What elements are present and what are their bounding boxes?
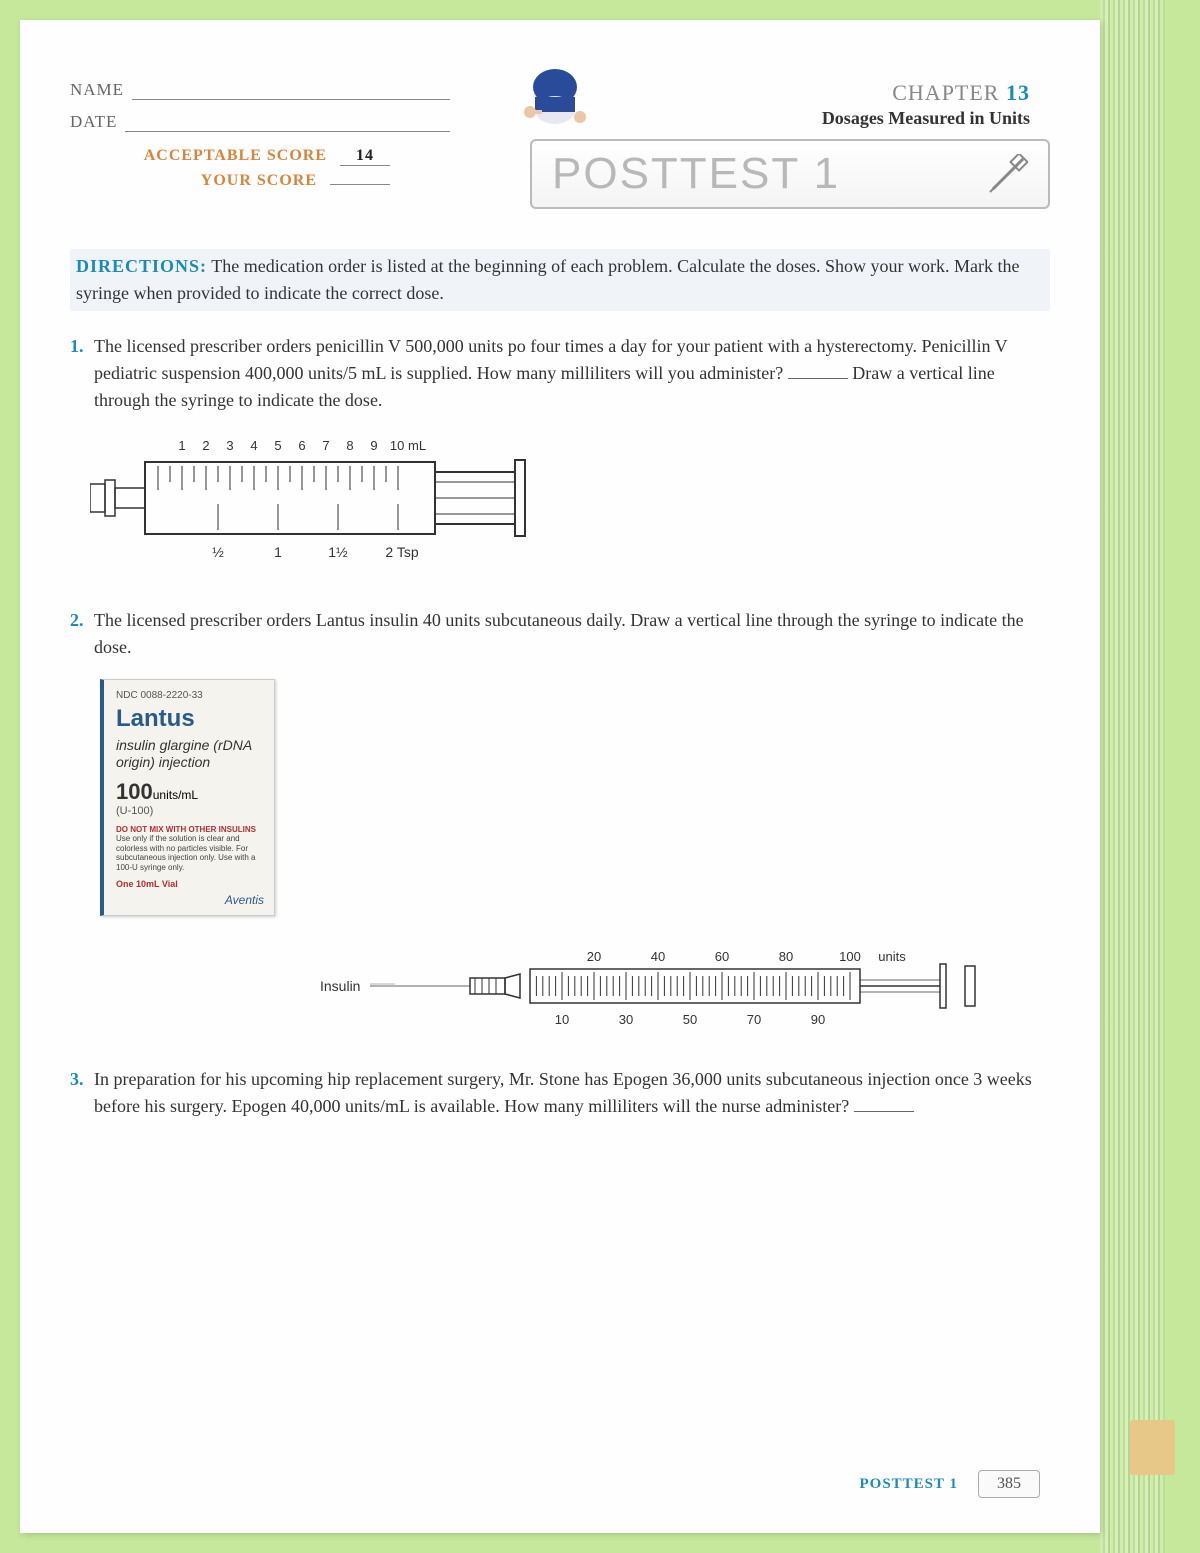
your-score-input-line[interactable] bbox=[330, 184, 390, 185]
syringe1-tick-9: 9 bbox=[370, 438, 377, 453]
acceptable-score-value: 14 bbox=[340, 147, 390, 166]
problem-1-answer-blank[interactable] bbox=[788, 378, 848, 379]
lantus-warning: DO NOT MIX WITH OTHER INSULINS Use only … bbox=[116, 825, 264, 873]
lantus-label-box: NDC 0088-2220-33 Lantus insulin glargine… bbox=[100, 679, 275, 916]
lantus-ndc: NDC 0088-2220-33 bbox=[116, 690, 264, 701]
date-input-line[interactable] bbox=[125, 114, 450, 132]
problem-3-number: 3. bbox=[70, 1066, 84, 1093]
lantus-warn-body: Use only if the solution is clear and co… bbox=[116, 834, 256, 872]
page-footer: POSTTEST 1 385 bbox=[859, 1470, 1040, 1498]
problem-3: 3. In preparation for his upcoming hip r… bbox=[70, 1066, 1050, 1120]
header-right: CHAPTER 13 Dosages Measured in Units POS… bbox=[530, 80, 1050, 209]
acceptable-score-row: ACCEPTABLE SCORE 14 bbox=[70, 147, 390, 166]
directions-block: DIRECTIONS: The medication order is list… bbox=[70, 249, 1050, 311]
syringe1-tsp-1half: 1½ bbox=[328, 544, 348, 560]
problem-1-number: 1. bbox=[70, 333, 84, 360]
name-input-line[interactable] bbox=[132, 82, 450, 100]
syringe1-tick-6: 6 bbox=[298, 438, 305, 453]
ins-bot-30: 30 bbox=[619, 1012, 633, 1027]
syringe1-tick-8: 8 bbox=[346, 438, 353, 453]
insulin-syringe-diagram[interactable]: 20 40 60 80 100 units 10 30 50 70 90 bbox=[370, 936, 990, 1036]
chapter-number: 13 bbox=[1006, 80, 1030, 105]
problem-3-answer-blank[interactable] bbox=[854, 1111, 914, 1112]
page-number: 385 bbox=[978, 1470, 1040, 1498]
lantus-u100: (U-100) bbox=[116, 805, 264, 817]
syringe-icon bbox=[988, 154, 1028, 194]
chapter-word: CHAPTER bbox=[892, 80, 999, 105]
header: NAME DATE ACCEPTABLE SCORE 14 YOUR SCORE bbox=[70, 80, 1050, 209]
ins-top-units: units bbox=[879, 949, 907, 964]
ins-top-100: 100 bbox=[840, 949, 862, 964]
lantus-brand: Lantus bbox=[116, 705, 264, 733]
chapter-line: CHAPTER 13 bbox=[530, 80, 1050, 106]
name-label: NAME bbox=[70, 80, 124, 100]
ins-top-20: 20 bbox=[587, 949, 601, 964]
syringe1-tick-10: 10 mL bbox=[390, 438, 426, 453]
directions-text: The medication order is listed at the be… bbox=[76, 256, 1020, 303]
problem-2: 2. The licensed prescriber orders Lantus… bbox=[70, 607, 1050, 661]
footer-label: POSTTEST 1 bbox=[859, 1476, 958, 1493]
lantus-strength-num: 100 bbox=[116, 779, 153, 804]
ins-bot-90: 90 bbox=[811, 1012, 825, 1027]
ins-bot-70: 70 bbox=[747, 1012, 761, 1027]
syringe1-tick-4: 4 bbox=[250, 438, 257, 453]
insulin-label: Insulin bbox=[320, 978, 360, 994]
syringe-1: 1 2 3 4 5 6 7 8 9 10 mL bbox=[90, 432, 1050, 577]
lantus-one-vial: One 10mL Vial bbox=[116, 879, 264, 889]
lantus-warn-title: DO NOT MIX WITH OTHER INSULINS bbox=[116, 825, 256, 834]
insulin-syringe-row: Insulin 20 40 60 80 100 units bbox=[320, 936, 1050, 1036]
spiral-binding bbox=[1100, 0, 1165, 1553]
problem-2-text: The licensed prescriber orders Lantus in… bbox=[94, 610, 1024, 657]
syringe1-tick-2: 2 bbox=[202, 438, 209, 453]
problem-3-text: In preparation for his upcoming hip repl… bbox=[94, 1069, 1032, 1116]
your-score-row: YOUR SCORE bbox=[70, 172, 390, 190]
score-block: ACCEPTABLE SCORE 14 YOUR SCORE bbox=[70, 147, 450, 190]
posttest-title: POSTTEST 1 bbox=[552, 149, 840, 199]
syringe1-tick-1: 1 bbox=[178, 438, 185, 453]
problem-1: 1. The licensed prescriber orders penici… bbox=[70, 333, 1050, 414]
lantus-strength-unit: units/mL bbox=[153, 788, 198, 802]
acceptable-score-label: ACCEPTABLE SCORE bbox=[144, 147, 327, 164]
oral-syringe-diagram[interactable]: 1 2 3 4 5 6 7 8 9 10 mL bbox=[90, 432, 570, 572]
syringe1-tsp-2: 2 Tsp bbox=[385, 544, 418, 560]
syringe1-tick-7: 7 bbox=[322, 438, 329, 453]
syringe1-tick-3: 3 bbox=[226, 438, 233, 453]
directions-label: DIRECTIONS: bbox=[76, 256, 207, 276]
syringe1-tick-5: 5 bbox=[274, 438, 281, 453]
chapter-subtitle: Dosages Measured in Units bbox=[530, 108, 1050, 129]
your-score-label: YOUR SCORE bbox=[201, 172, 317, 189]
page-sheet: NAME DATE ACCEPTABLE SCORE 14 YOUR SCORE bbox=[20, 20, 1100, 1533]
ins-top-60: 60 bbox=[715, 949, 729, 964]
posttest-box: POSTTEST 1 bbox=[530, 139, 1050, 209]
header-left: NAME DATE ACCEPTABLE SCORE 14 YOUR SCORE bbox=[70, 80, 450, 196]
ins-top-80: 80 bbox=[779, 949, 793, 964]
syringe1-tsp-half: ½ bbox=[212, 544, 224, 560]
ins-bot-50: 50 bbox=[683, 1012, 697, 1027]
lantus-strength-row: 100units/mL bbox=[116, 779, 264, 805]
name-field: NAME bbox=[70, 80, 450, 100]
date-label: DATE bbox=[70, 112, 117, 132]
lantus-manufacturer: Aventis bbox=[116, 893, 264, 907]
ins-bot-10: 10 bbox=[555, 1012, 569, 1027]
pill-character-icon bbox=[510, 62, 600, 132]
problem-2-number: 2. bbox=[70, 607, 84, 634]
page-tab bbox=[1130, 1420, 1175, 1475]
date-field: DATE bbox=[70, 112, 450, 132]
ins-top-40: 40 bbox=[651, 949, 665, 964]
lantus-generic: insulin glargine (rDNA origin) injection bbox=[116, 737, 264, 771]
syringe1-tsp-1: 1 bbox=[274, 544, 282, 560]
